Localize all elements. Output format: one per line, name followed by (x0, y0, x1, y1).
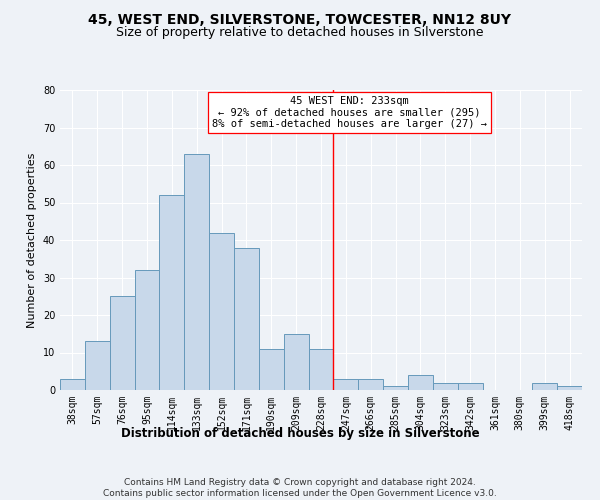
Y-axis label: Number of detached properties: Number of detached properties (27, 152, 37, 328)
Bar (433, 382, 458, 390)
Text: 45, WEST END, SILVERSTONE, TOWCESTER, NN12 8UY: 45, WEST END, SILVERSTONE, TOWCESTER, NN… (89, 12, 511, 26)
Bar (234, 248, 259, 390)
Bar (209, 232, 234, 390)
Bar (184, 154, 209, 390)
Text: 45 WEST END: 233sqm
← 92% of detached houses are smaller (295)
8% of semi-detach: 45 WEST END: 233sqm ← 92% of detached ho… (212, 96, 487, 129)
Bar (134, 270, 160, 390)
Bar (308, 349, 334, 390)
Bar (284, 334, 308, 390)
Bar (557, 386, 582, 390)
Bar (408, 375, 433, 390)
Text: Size of property relative to detached houses in Silverstone: Size of property relative to detached ho… (116, 26, 484, 39)
Bar (160, 195, 184, 390)
Bar (259, 349, 284, 390)
Bar (334, 379, 358, 390)
Text: Contains HM Land Registry data © Crown copyright and database right 2024.
Contai: Contains HM Land Registry data © Crown c… (103, 478, 497, 498)
Bar (458, 382, 482, 390)
Text: Distribution of detached houses by size in Silverstone: Distribution of detached houses by size … (121, 428, 479, 440)
Bar (383, 386, 408, 390)
Bar (110, 296, 134, 390)
Bar (532, 382, 557, 390)
Bar (85, 341, 110, 390)
Bar (358, 379, 383, 390)
Bar (60, 379, 85, 390)
